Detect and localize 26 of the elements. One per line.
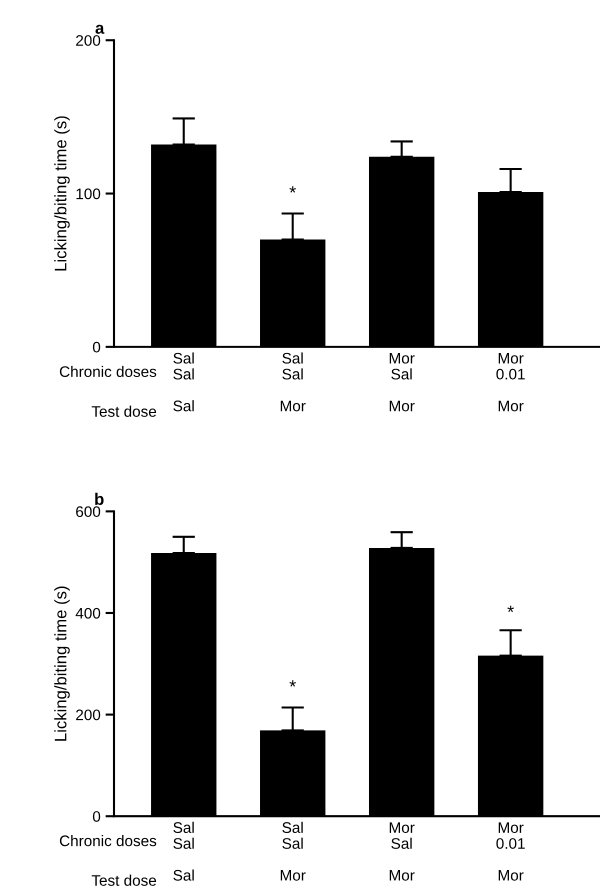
text: Chronic doses (60, 366, 156, 378)
annotation: * (507, 606, 514, 612)
y-tick-label: 100 (76, 188, 100, 200)
y-tick-label: 200 (76, 35, 100, 46)
category-label: Mor 0.01 Mor (496, 822, 525, 881)
category-label: Sal Sal Sal (173, 352, 194, 412)
annotation: * (289, 186, 296, 193)
text: Chronic doses (60, 835, 156, 846)
y-tick-label: 600 (76, 506, 100, 518)
category-label: Sal Sal Sal (173, 822, 194, 881)
category-label: Mor Sal Mor (390, 822, 415, 881)
y-axis-title: Licking/biting time (s) (54, 586, 70, 741)
y-tick-label: 0 (92, 811, 100, 822)
annotation: * (289, 680, 296, 687)
category-label: Sal Sal Mor (280, 822, 306, 881)
category-label: Sal Sal Mor (280, 352, 306, 412)
chart-title: b (95, 492, 104, 506)
text: Test dose (92, 406, 156, 417)
chart-title: a (96, 24, 104, 34)
category-label: Mor 0.01 Mor (496, 352, 525, 412)
text: Test dose (92, 874, 156, 886)
category-label: Mor Sal Mor (390, 352, 415, 412)
y-tick-label: 0 (92, 342, 100, 353)
y-axis-title: Licking/biting time (s) (54, 116, 70, 270)
y-tick-label: 400 (76, 608, 100, 619)
y-tick-label: 200 (76, 709, 100, 720)
